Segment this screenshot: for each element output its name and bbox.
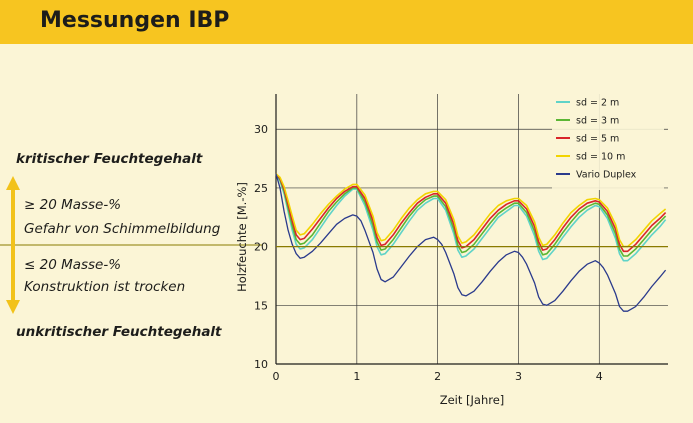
- x-tick-label: 3: [515, 370, 522, 383]
- label-above-line2: Gefahr von Schimmelbildung: [24, 221, 221, 237]
- series-line-5: [275, 173, 667, 312]
- arrow-down-head-icon: [6, 300, 20, 314]
- label-below-line2: Konstruktion ist trocken: [24, 279, 186, 295]
- y-tick-label: 10: [254, 358, 268, 371]
- header-bar: Messungen IBP: [0, 0, 693, 44]
- legend-label: Vario Duplex: [576, 170, 637, 181]
- x-axis-title: Zeit [Jahre]: [440, 393, 505, 407]
- y-tick-label: 30: [254, 123, 268, 136]
- y-tick-label: 25: [254, 182, 268, 195]
- series-line-1: [275, 173, 667, 262]
- legend-label: sd = 10 m: [576, 152, 625, 163]
- legend-label: sd = 2 m: [576, 98, 619, 109]
- arrow-up-head-icon: [6, 176, 20, 190]
- x-tick-label: 4: [596, 370, 603, 383]
- page-title: Messungen IBP: [40, 8, 230, 33]
- legend-label: sd = 3 m: [576, 116, 619, 127]
- x-tick-label: 0: [273, 370, 280, 383]
- legend-box: [552, 94, 664, 190]
- y-axis-title: Holzfeuchte [M.-%]: [235, 182, 249, 292]
- label-critical: kritischer Feuchtegehalt: [16, 151, 203, 167]
- label-below-line1: ≤ 20 Masse-%: [24, 257, 122, 273]
- y-tick-label: 15: [254, 299, 268, 312]
- x-tick-label: 2: [434, 370, 441, 383]
- series-line-4: [275, 173, 667, 248]
- label-uncritical: unkritischer Feuchtegehalt: [16, 324, 222, 340]
- series-line-3: [275, 173, 667, 253]
- legend-label: sd = 5 m: [576, 134, 619, 145]
- y-tick-label: 20: [254, 241, 268, 254]
- label-above-line1: ≥ 20 Masse-%: [24, 197, 122, 213]
- x-tick-label: 1: [353, 370, 360, 383]
- series-line-2: [275, 173, 667, 257]
